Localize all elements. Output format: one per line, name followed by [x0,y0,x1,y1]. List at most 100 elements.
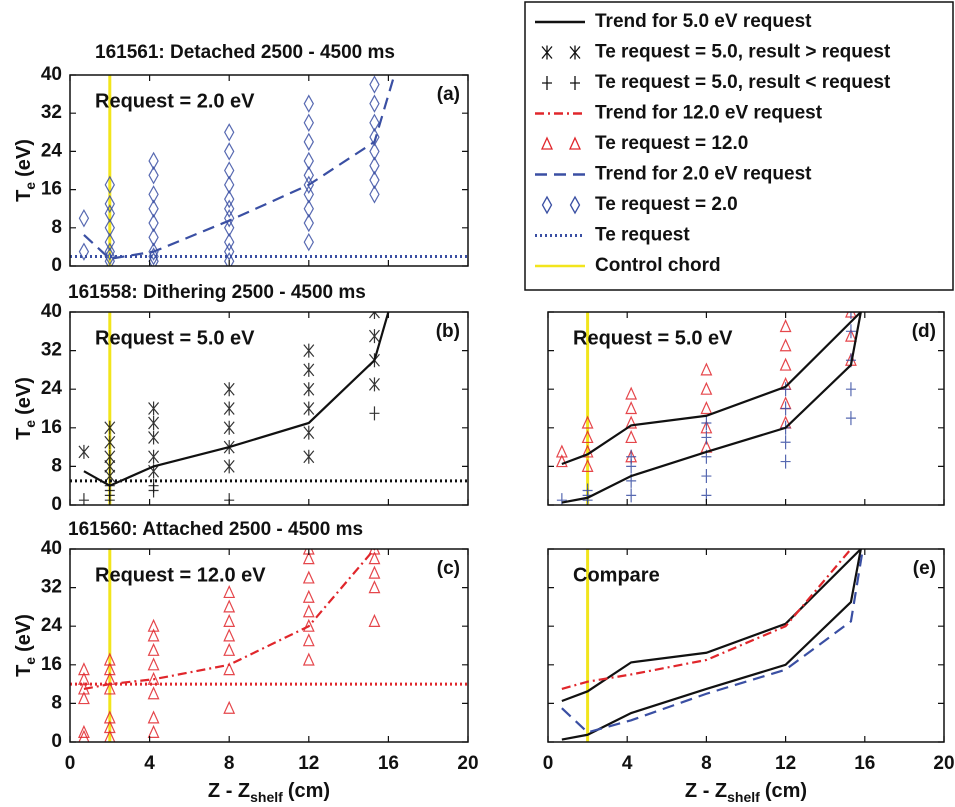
data-point [148,166,159,185]
data-point [700,401,713,415]
data-point [77,691,90,705]
legend-marker [541,195,553,215]
y-label-main: T [13,190,35,202]
data-point [368,565,381,579]
axes-frame [69,311,469,506]
data-point [302,604,315,618]
data-point [368,580,381,594]
data-point [148,242,159,261]
legend-marker [570,76,580,90]
data-point [780,454,791,469]
data-point [779,319,792,333]
legend-marker [569,45,581,60]
x-label-sub: shelf [250,789,283,805]
data-point [302,652,315,666]
data-point [223,401,235,416]
data-point [104,175,115,195]
trend-line [561,312,862,504]
data-point [369,406,380,421]
data-point [369,185,380,204]
data-point [77,662,90,676]
data-point [104,194,115,214]
x-label-sub: shelf [727,789,760,805]
annotation: Compare [573,564,660,586]
data-point [104,218,115,238]
trend-line [561,549,852,690]
y-tick-label: 16 [41,179,62,200]
data-point [626,449,637,464]
data-point [303,94,314,113]
data-point [224,218,235,238]
x-tick-label: 0 [65,753,76,774]
data-point [148,478,159,493]
panel-label: (c) [437,558,460,579]
data-point [625,430,638,444]
trend-line [83,549,376,691]
y-tick-label: 16 [41,417,62,438]
data-point [302,589,315,603]
legend-marker [569,195,581,215]
data-point [581,458,594,472]
data-point [845,312,856,319]
y-tick-label: 16 [41,654,62,675]
data-point [223,382,235,397]
x-label-unit: (cm) [765,780,807,802]
data-point [701,469,712,484]
trend-line [83,75,396,261]
data-point [147,618,160,632]
data-point [223,420,235,435]
y-tick-label: 8 [51,455,62,476]
legend-label: Te request = 5.0, result > request [595,42,891,63]
legend-label: Trend for 5.0 eV request [595,11,812,32]
data-point [147,724,160,738]
data-point [700,362,713,376]
data-point [78,242,90,261]
data-point [369,329,380,344]
data-point [103,662,116,676]
data-point [78,209,90,228]
data-point [148,401,160,416]
y-tick-label: 32 [41,340,62,361]
panel-label: (e) [913,558,936,579]
data-point [368,551,381,565]
panel-label: (a) [437,84,460,105]
y-label-main: T [13,665,35,677]
y-label-main: T [13,428,35,440]
data-point [779,338,792,352]
trend-line [561,549,862,741]
data-point [625,386,638,400]
data-point [223,613,236,627]
data-point [369,75,380,94]
data-point [701,415,712,430]
data-point [104,232,115,252]
data-point [148,415,160,430]
trend-line [561,312,862,466]
data-point [303,449,315,464]
axes-frame [69,548,469,743]
data-point [369,142,380,161]
legend-label: Trend for 2.0 eV request [595,164,812,185]
plot-area [70,549,468,742]
data-point [224,142,235,161]
plot-area [70,75,468,266]
data-point [303,401,315,416]
data-point [104,729,116,742]
data-point [223,599,236,613]
data-point [223,642,236,656]
data-point [303,199,314,218]
data-point [369,170,380,190]
data-point [780,401,791,416]
legend-box [524,1,954,291]
y-label-unit: (eV) [13,377,35,415]
axes-frame [547,548,945,743]
data-point [303,132,314,152]
plot-area [561,549,864,742]
x-tick-label: 20 [933,753,954,774]
data-point [224,252,235,266]
data-point [223,584,236,599]
data-point [104,242,115,261]
data-point [224,175,235,195]
y-tick-label: 8 [51,692,62,713]
data-point [78,444,90,459]
